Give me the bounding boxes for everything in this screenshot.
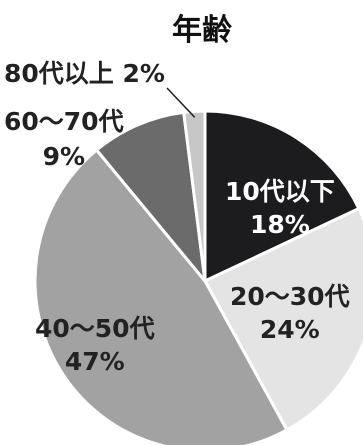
chart-title: 年齢: [172, 13, 232, 48]
pie-slice-5: [182, 109, 207, 283]
slice-value-1: 18%: [250, 210, 310, 239]
slice-value-2: 24%: [260, 315, 320, 344]
pie-slice-3: [33, 148, 289, 445]
slice-label-1: 10代以下: [225, 177, 335, 206]
slice-label-5: 80代以上 2%: [4, 59, 165, 88]
slice-label-2: 20〜30代: [230, 282, 350, 311]
pie-labels: 10代以下 18% 20〜30代 24% 40〜50代 47% 60〜70代 9% 80代以上 …: [4, 59, 350, 376]
pie-slice-1: [203, 109, 361, 283]
slice-label-4: 60〜70代: [4, 107, 124, 136]
leader-line: [166, 87, 196, 118]
pie-slices: [33, 109, 363, 445]
slice-label-3: 40〜50代: [35, 314, 155, 343]
slice-value-4: 9%: [43, 142, 85, 171]
slice-value-3: 47%: [65, 347, 125, 376]
pie-slice-2: [203, 207, 363, 432]
pie-slice-4: [95, 110, 207, 283]
